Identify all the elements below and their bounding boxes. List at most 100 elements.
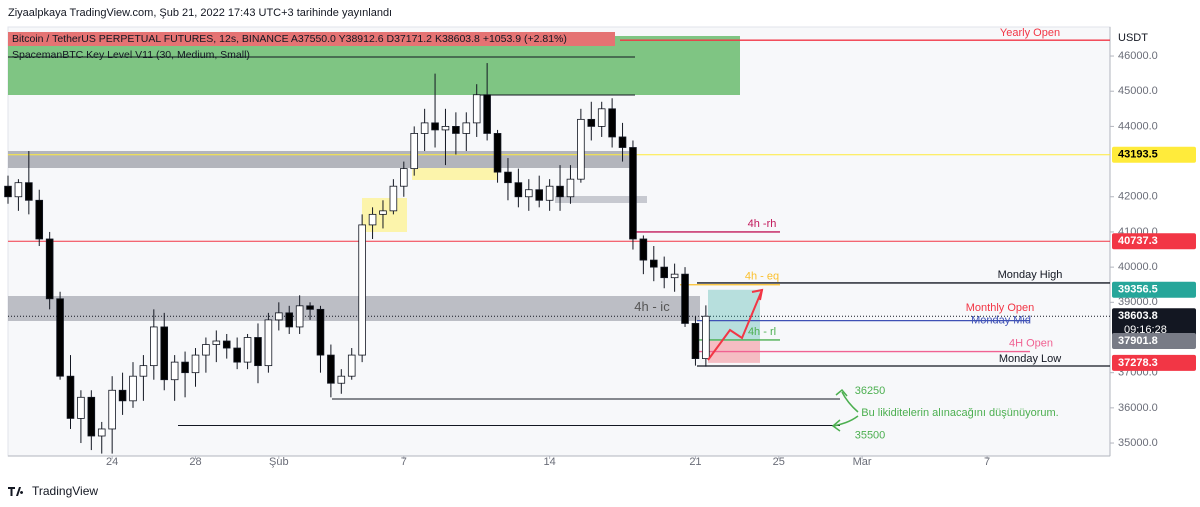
x-tick-label: 7 — [401, 456, 407, 468]
price-label: 38603.8 — [1118, 310, 1158, 322]
candle-body — [97, 428, 106, 437]
candle-body — [108, 389, 116, 430]
candle-body — [243, 337, 252, 363]
note: Bu likiditelerin alınacağını düşünüyorum… — [861, 407, 1059, 419]
y-tick-label: 46000.0 — [1118, 50, 1158, 62]
price-label-box — [1112, 281, 1196, 298]
candle-body — [295, 305, 304, 328]
candle-body — [649, 259, 658, 268]
candle-body — [139, 365, 148, 377]
candle-body — [347, 354, 356, 377]
projection-arrow — [707, 289, 763, 361]
candle-body — [670, 273, 679, 279]
candle-body — [525, 189, 533, 198]
candle-body — [4, 185, 12, 198]
y-tick-label: 45000.0 — [1118, 85, 1158, 97]
liquidity-label: 36250 — [855, 385, 886, 397]
yellow-zone — [362, 198, 407, 232]
candle-body — [629, 147, 637, 240]
level-label: Monday Mid — [971, 315, 1031, 327]
candle-body — [233, 347, 241, 363]
liquidity-label: 35500 — [855, 429, 886, 441]
candle-body — [14, 182, 23, 198]
y-tick-label: 39000.0 — [1118, 296, 1158, 308]
level-label: 4h -rh — [748, 218, 777, 230]
price-label: 37278.3 — [1118, 357, 1158, 369]
note-arrow — [841, 391, 859, 413]
symbol-bar — [8, 32, 615, 46]
candle-body — [379, 210, 387, 215]
price-label-box — [1112, 308, 1196, 339]
publisher: Ziyaalpkaya TradingView.com, Şub 21, 202… — [8, 7, 392, 19]
candle-body — [493, 133, 502, 173]
candle-body — [254, 337, 262, 367]
x-tick-label: 14 — [544, 456, 556, 468]
price-label-box — [1112, 146, 1196, 163]
candle-body — [327, 354, 335, 384]
candle-body — [337, 375, 346, 384]
candle-body — [170, 361, 179, 381]
candle-body — [483, 94, 491, 134]
x-tick-label: 21 — [689, 456, 701, 468]
level-label: 4h - eq — [745, 271, 779, 283]
symbol-info: Bitcoin / TetherUS PERPETUAL FUTURES, 12… — [12, 33, 567, 45]
arrow-head — [751, 288, 764, 301]
candle-body — [389, 185, 398, 212]
candle-body — [181, 361, 189, 374]
candle-body — [535, 189, 543, 201]
candle-body — [514, 182, 523, 198]
candle-body — [45, 238, 54, 300]
level-label: Yearly Open — [1000, 27, 1060, 39]
candle-body — [56, 298, 64, 377]
candle-body — [556, 185, 564, 198]
level-label: Monthly Open — [966, 302, 1034, 314]
candle-body — [545, 185, 554, 201]
level-label: Monday High — [998, 269, 1063, 281]
price-label: 43193.5 — [1118, 149, 1158, 161]
candle-body — [660, 266, 668, 279]
price-label: 39356.5 — [1118, 284, 1158, 296]
candle-body — [25, 182, 33, 201]
brand: TradingView — [32, 484, 98, 498]
candle-body — [702, 315, 710, 360]
price-label-box — [1112, 233, 1196, 250]
indicator: SpacemanBTC Key Level V11 (30, Medium, S… — [12, 49, 250, 61]
candle-body — [202, 344, 210, 356]
candle-body — [452, 125, 460, 134]
candle-body — [566, 178, 575, 198]
candle-body — [285, 312, 294, 328]
candle-body — [150, 326, 158, 367]
candle-body — [462, 122, 471, 134]
currency: USDT — [1118, 32, 1148, 44]
candle-body — [66, 375, 75, 419]
countdown: 09:16:28 — [1124, 324, 1167, 336]
candle-body — [35, 199, 44, 240]
candle-body — [306, 305, 314, 310]
candle-body — [160, 326, 169, 381]
y-tick-label: 35000.0 — [1118, 437, 1158, 449]
gray-zone — [555, 196, 647, 203]
candle-body — [191, 354, 200, 374]
x-tick-label: Mar — [853, 456, 872, 468]
price-label: 40737.3 — [1118, 235, 1158, 247]
candle-body — [212, 340, 221, 345]
x-tick-label: 25 — [773, 456, 785, 468]
candle-body — [587, 118, 596, 127]
candle-body — [618, 136, 627, 148]
yellow-zone — [412, 168, 497, 180]
candle-body — [681, 273, 689, 324]
candle-body — [597, 108, 606, 127]
candle-body — [431, 122, 439, 131]
arrow-head — [831, 419, 841, 432]
candle-body — [222, 340, 231, 349]
logo — [8, 487, 24, 496]
x-tick-label: 7 — [984, 456, 990, 468]
x-tick-label: Şub — [269, 456, 289, 468]
candle-body — [504, 171, 512, 184]
y-tick-label: 44000.0 — [1118, 120, 1158, 132]
candle-body — [77, 396, 85, 419]
candle-body — [577, 118, 585, 180]
candle-body — [368, 213, 377, 226]
x-tick-label: 24 — [106, 456, 118, 468]
